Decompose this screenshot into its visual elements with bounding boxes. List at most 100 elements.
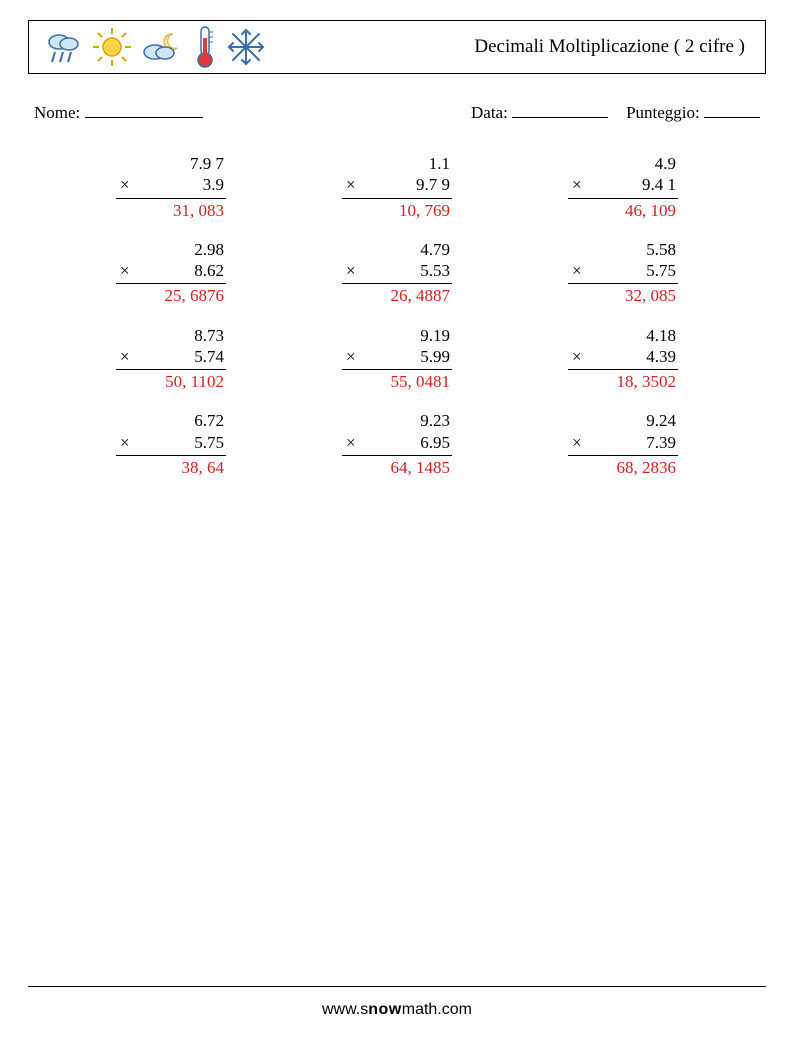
operand-b: 6.95 bbox=[420, 432, 450, 453]
horizontal-rule bbox=[568, 369, 678, 370]
operand-b-row: ×5.74 bbox=[116, 346, 226, 367]
problem: 7.9 7×3.931, 083 bbox=[116, 153, 226, 221]
multiply-sign: × bbox=[116, 260, 130, 281]
operand-b-row: × 8.62 bbox=[116, 260, 226, 281]
multiply-sign: × bbox=[116, 346, 130, 367]
problem: 6.72× 5.75 38, 64 bbox=[116, 410, 226, 478]
operand-b: 8.62 bbox=[194, 260, 224, 281]
multiply-sign: × bbox=[568, 432, 582, 453]
operand-a: 5.58 bbox=[568, 239, 678, 260]
problem-cell: 9.23× 6.95 64, 1485 bbox=[284, 410, 510, 478]
problem-cell: 9.24× 7.39 68, 2836 bbox=[510, 410, 736, 478]
multiply-sign: × bbox=[342, 432, 356, 453]
multiply-sign: × bbox=[342, 260, 356, 281]
problem: 9.23× 6.95 64, 1485 bbox=[342, 410, 452, 478]
horizontal-rule bbox=[342, 198, 452, 199]
header-box: Decimali Moltiplicazione ( 2 cifre ) bbox=[28, 20, 766, 74]
moon-cloud-icon bbox=[139, 26, 185, 68]
operand-b-row: ×4.39 bbox=[568, 346, 678, 367]
horizontal-rule bbox=[568, 198, 678, 199]
operand-b-row: × 5.75 bbox=[116, 432, 226, 453]
operand-b-row: × 7.39 bbox=[568, 432, 678, 453]
problem: 4.9×9.4 146, 109 bbox=[568, 153, 678, 221]
problem-cell: 9.19×5.9955, 0481 bbox=[284, 325, 510, 393]
problem: 5.58× 5.75 32, 085 bbox=[568, 239, 678, 307]
horizontal-rule bbox=[116, 369, 226, 370]
problem: 9.24× 7.39 68, 2836 bbox=[568, 410, 678, 478]
footer-prefix: www. bbox=[322, 1001, 360, 1018]
operand-b: 5.53 bbox=[420, 260, 450, 281]
multiply-sign: × bbox=[568, 174, 582, 195]
name-blank[interactable] bbox=[85, 102, 203, 118]
horizontal-rule bbox=[568, 455, 678, 456]
operand-b: 5.75 bbox=[194, 432, 224, 453]
operand-a: 9.24 bbox=[568, 410, 678, 431]
rain-cloud-icon bbox=[43, 26, 85, 68]
problem-cell: 4.18×4.3918, 3502 bbox=[510, 325, 736, 393]
operand-b: 9.4 1 bbox=[642, 174, 676, 195]
problem: 4.18×4.3918, 3502 bbox=[568, 325, 678, 393]
operand-b: 4.39 bbox=[646, 346, 676, 367]
worksheet-page: Decimali Moltiplicazione ( 2 cifre ) Nom… bbox=[0, 0, 794, 1053]
answer: 68, 2836 bbox=[568, 457, 678, 478]
multiply-sign: × bbox=[342, 346, 356, 367]
horizontal-rule bbox=[116, 455, 226, 456]
snowflake-icon bbox=[225, 26, 267, 68]
operand-b-row: × 5.53 bbox=[342, 260, 452, 281]
operand-a: 6.72 bbox=[116, 410, 226, 431]
problem: 4.79× 5.53 26, 4887 bbox=[342, 239, 452, 307]
problems-grid: 7.9 7×3.931, 0831.1×9.7 910, 7694.9×9.4 … bbox=[28, 153, 766, 478]
operand-b: 5.75 bbox=[646, 260, 676, 281]
operand-a: 4.79 bbox=[342, 239, 452, 260]
problem-cell: 5.58× 5.75 32, 085 bbox=[510, 239, 736, 307]
date-blank[interactable] bbox=[512, 102, 608, 118]
multiply-sign: × bbox=[568, 260, 582, 281]
problem-cell: 8.73×5.7450, 1102 bbox=[58, 325, 284, 393]
name-label: Nome: bbox=[34, 103, 80, 122]
operand-b-row: ×5.99 bbox=[342, 346, 452, 367]
operand-b-row: × 9.4 1 bbox=[568, 174, 678, 195]
footer: www.snowmath.com bbox=[28, 986, 766, 1019]
answer: 26, 4887 bbox=[342, 285, 452, 306]
date-field: Data: bbox=[471, 102, 608, 123]
operand-a: 9.23 bbox=[342, 410, 452, 431]
operand-b-row: × 5.75 bbox=[568, 260, 678, 281]
multiply-sign: × bbox=[116, 432, 130, 453]
multiply-sign: × bbox=[342, 174, 356, 195]
answer: 64, 1485 bbox=[342, 457, 452, 478]
weather-icons-row bbox=[43, 24, 267, 70]
worksheet-title: Decimali Moltiplicazione ( 2 cifre ) bbox=[474, 36, 751, 58]
operand-b: 7.39 bbox=[646, 432, 676, 453]
footer-suffix: math.com bbox=[402, 1001, 472, 1018]
score-label: Punteggio: bbox=[626, 103, 700, 122]
operand-b: 3.9 bbox=[203, 174, 224, 195]
thermometer-icon bbox=[191, 24, 219, 70]
horizontal-rule bbox=[342, 369, 452, 370]
operand-b-row: × 3.9 bbox=[116, 174, 226, 195]
footer-now: now bbox=[368, 1001, 402, 1018]
horizontal-rule bbox=[116, 198, 226, 199]
score-blank[interactable] bbox=[704, 102, 760, 118]
problem-cell: 1.1×9.7 910, 769 bbox=[284, 153, 510, 221]
problem: 8.73×5.7450, 1102 bbox=[116, 325, 226, 393]
problem-cell: 6.72× 5.75 38, 64 bbox=[58, 410, 284, 478]
score-field: Punteggio: bbox=[626, 102, 760, 123]
problem: 2.98×8.6225, 6876 bbox=[116, 239, 226, 307]
horizontal-rule bbox=[568, 283, 678, 284]
multiply-sign: × bbox=[116, 174, 130, 195]
answer: 32, 085 bbox=[568, 285, 678, 306]
operand-a: 8.73 bbox=[116, 325, 226, 346]
horizontal-rule bbox=[342, 283, 452, 284]
problem: 9.19×5.9955, 0481 bbox=[342, 325, 452, 393]
problem-cell: 7.9 7×3.931, 083 bbox=[58, 153, 284, 221]
problem-cell: 4.79× 5.53 26, 4887 bbox=[284, 239, 510, 307]
operand-b-row: ×9.7 9 bbox=[342, 174, 452, 195]
answer: 25, 6876 bbox=[116, 285, 226, 306]
info-row: Nome: Data: Punteggio: bbox=[28, 102, 766, 123]
horizontal-rule bbox=[342, 455, 452, 456]
operand-a: 4.18 bbox=[568, 325, 678, 346]
answer: 38, 64 bbox=[116, 457, 226, 478]
answer: 55, 0481 bbox=[342, 371, 452, 392]
operand-b-row: × 6.95 bbox=[342, 432, 452, 453]
answer: 10, 769 bbox=[342, 200, 452, 221]
